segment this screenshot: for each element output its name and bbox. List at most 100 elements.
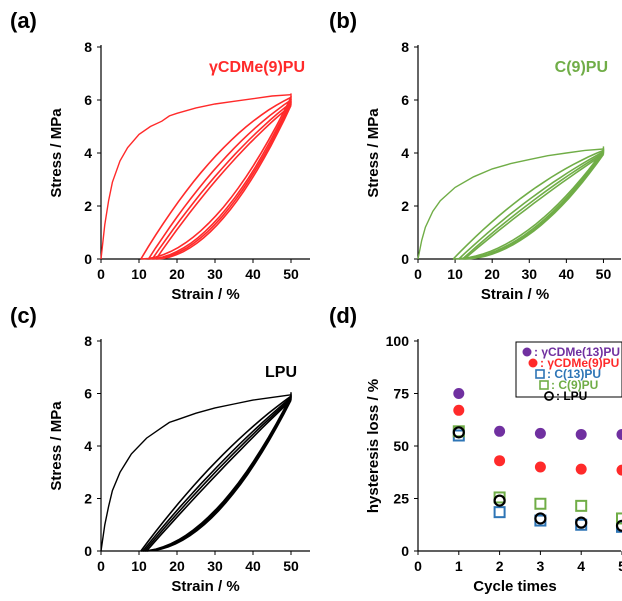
x-tick-label: 50 (283, 558, 299, 574)
y-tick-label: 0 (84, 543, 92, 559)
point-4-1 (493, 494, 506, 507)
chart-title: C(9)PU (555, 59, 608, 76)
point-4-0 (452, 426, 465, 439)
reloading-curve (145, 399, 292, 552)
legend-marker (522, 347, 532, 357)
x-tick-label: 0 (414, 266, 422, 282)
unloading-curve (140, 97, 292, 260)
legend-label: : C(9)PU (551, 378, 598, 392)
y-tick-label: 4 (401, 145, 409, 161)
x-tick-label: 4 (577, 558, 585, 574)
x-tick-label: 40 (245, 558, 261, 574)
legend-box (515, 341, 622, 398)
x-tick-label: 1 (455, 558, 463, 574)
reloading-curve (140, 96, 292, 260)
unloading-curve (458, 151, 605, 260)
y-tick-label: 2 (84, 491, 92, 507)
point-4-3 (575, 516, 588, 529)
y-tick-label: 8 (401, 39, 409, 55)
legend-marker (544, 391, 554, 401)
unloading-curve (148, 99, 292, 260)
reloading-curve (151, 101, 292, 260)
y-tick-label: 0 (401, 543, 409, 559)
legend-label: : C(13)PU (547, 367, 601, 381)
x-tick-label: 3 (537, 558, 545, 574)
panel-label: (c) (10, 303, 37, 328)
first-loading-curve (417, 148, 604, 260)
reloading-curve (140, 395, 292, 552)
legend-marker (535, 369, 545, 379)
y-axis-title: Stress / MPa (365, 108, 382, 198)
chart-title: γCDMe(9)PU (209, 59, 305, 76)
x-tick-label: 5 (618, 558, 622, 574)
y-tick-label: 0 (84, 251, 92, 267)
panel-4: (d) 0 25 50 75 100 0 1 2 3 4 5 Cycle times hysteresis… (329, 303, 622, 595)
legend-marker (539, 380, 549, 390)
legend-label: : γCDMe(13)PU (534, 345, 620, 359)
point-0-3 (575, 428, 587, 440)
y-tick-label: 0 (401, 251, 409, 267)
y-tick-label: 4 (84, 438, 92, 454)
x-tick-label: 50 (283, 266, 299, 282)
x-tick-label: 50 (596, 266, 612, 282)
x-tick-label: 20 (169, 558, 185, 574)
x-axis-title: Strain / % (481, 286, 549, 303)
reloading-curve (142, 396, 292, 552)
y-tick-label: 100 (386, 333, 410, 349)
first-loading-curve (100, 94, 292, 260)
panel-3: (c) 0 2 4 6 8 0 10 20 30 40 50 Strain / % Stress / MP… (10, 303, 310, 595)
reloading-curve (155, 104, 292, 260)
y-tick-label: 6 (84, 386, 92, 402)
y-tick-label: 4 (84, 145, 92, 161)
reloading-curve (458, 150, 604, 260)
panel-1: (a) 0 2 4 6 8 0 10 20 30 40 50 Strain / % Stress / MP… (10, 8, 310, 303)
x-tick-label: 40 (559, 266, 575, 282)
point-0-1 (494, 425, 506, 437)
y-tick-label: 8 (84, 333, 92, 349)
legend-marker (528, 358, 538, 368)
legend-label: : γCDMe(9)PU (540, 356, 619, 370)
y-axis-title: hysteresis loss / % (365, 379, 382, 513)
chart-title: LPU (265, 364, 297, 381)
panel-label: (a) (10, 8, 37, 33)
x-axis-title: Strain / % (171, 578, 239, 595)
legend-label: : LPU (556, 389, 587, 403)
y-tick-label: 50 (393, 438, 409, 454)
y-tick-label: 8 (84, 39, 92, 55)
unloading-curve (152, 102, 292, 260)
reloading-curve (147, 99, 292, 260)
reloading-curve (461, 152, 604, 260)
point-1-1 (494, 455, 506, 467)
point-4-2 (534, 512, 547, 525)
x-tick-label: 30 (207, 558, 223, 574)
x-tick-label: 20 (484, 266, 500, 282)
point-0-0 (453, 388, 465, 399)
y-tick-label: 25 (393, 491, 409, 507)
x-tick-label: 20 (169, 266, 185, 282)
first-loading-curve (100, 394, 292, 552)
point-0-4 (616, 428, 622, 440)
point-3-4 (616, 512, 622, 525)
y-axis-title: Stress / MPa (48, 108, 65, 198)
reloading-curve (452, 149, 604, 260)
x-tick-label: 30 (207, 266, 223, 282)
x-tick-label: 10 (131, 558, 147, 574)
x-tick-label: 2 (496, 558, 504, 574)
unloading-curve (146, 399, 292, 552)
x-tick-label: 40 (245, 266, 261, 282)
reloading-curve (144, 398, 292, 552)
y-tick-label: 6 (401, 92, 409, 108)
panel-label: (b) (329, 8, 357, 33)
point-0-2 (534, 427, 546, 439)
x-tick-label: 0 (414, 558, 422, 574)
y-tick-label: 6 (84, 92, 92, 108)
x-tick-label: 10 (131, 266, 147, 282)
unloading-curve (156, 104, 292, 260)
point-3-3 (575, 499, 588, 512)
point-3-2 (534, 497, 547, 510)
panel-label: (d) (329, 303, 357, 328)
point-4-4 (615, 519, 622, 532)
x-axis-title: Cycle times (473, 578, 556, 595)
y-tick-label: 75 (393, 386, 409, 402)
